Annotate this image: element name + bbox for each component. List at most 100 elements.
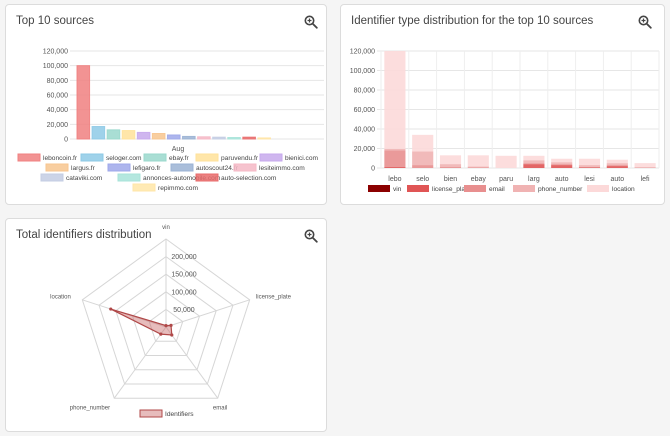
legend-swatch bbox=[17, 153, 41, 162]
radar-spoke bbox=[165, 326, 219, 399]
bar-segment bbox=[439, 164, 462, 168]
x-tick-label: lesi bbox=[584, 176, 595, 183]
legend-label: repimmo.com bbox=[158, 185, 198, 192]
r-tick-label: 200,000 bbox=[171, 254, 196, 261]
bar-segment bbox=[634, 163, 656, 168]
legend-swatch bbox=[80, 153, 104, 162]
bar-segment bbox=[523, 164, 545, 168]
r-tick-label: 100,000 bbox=[171, 289, 196, 296]
radar-spoke bbox=[165, 299, 250, 328]
legend-label: cataviki.com bbox=[66, 175, 103, 182]
bar bbox=[182, 135, 196, 140]
bar bbox=[76, 65, 91, 140]
legend-label: lesiteimmo.com bbox=[259, 165, 305, 172]
axis-label: license_plate bbox=[256, 295, 292, 301]
zoom-in-icon[interactable] bbox=[638, 15, 652, 29]
bar-segment bbox=[384, 150, 406, 168]
legend-label: location bbox=[612, 186, 635, 193]
legend-label: Identifiers bbox=[165, 411, 194, 418]
legend-swatch bbox=[40, 173, 64, 182]
legend-label: license_plate bbox=[432, 186, 471, 193]
bar bbox=[242, 136, 256, 140]
bar-segment bbox=[606, 163, 628, 166]
y-tick-label: 40,000 bbox=[47, 107, 69, 114]
x-tick-label: lebo bbox=[388, 176, 401, 183]
legend-label: paruvendu.fr bbox=[221, 155, 259, 162]
bar-segment bbox=[412, 151, 434, 166]
x-tick-label: bien bbox=[444, 176, 457, 183]
radar-point bbox=[164, 323, 168, 328]
radar-spoke bbox=[113, 326, 167, 399]
legend-swatch bbox=[233, 163, 257, 172]
card-title: Top 10 sources bbox=[16, 15, 94, 27]
legend-swatch bbox=[259, 153, 283, 162]
y-tick-label: 0 bbox=[371, 166, 375, 173]
legend-swatch bbox=[464, 185, 486, 192]
x-tick-label: auto bbox=[610, 176, 624, 183]
x-tick-label: auto bbox=[555, 176, 569, 183]
card-title: Total identifiers distribution bbox=[16, 229, 152, 241]
legend-label: email bbox=[489, 186, 505, 193]
bar-segment bbox=[551, 162, 573, 165]
x-tick-label: lefi bbox=[641, 176, 650, 183]
top-sources-card: Top 10 sources 0 20,000 40,000 60,000 80,000… bbox=[5, 4, 327, 205]
legend-swatch bbox=[195, 173, 219, 182]
x-tick-label: ebay bbox=[471, 176, 487, 183]
legend-label: ebay.fr bbox=[169, 155, 189, 162]
y-tick-label: 40,000 bbox=[354, 127, 376, 134]
bar bbox=[151, 133, 166, 140]
y-tick-label: 80,000 bbox=[47, 78, 69, 85]
legend-label: annonces-automobile.com bbox=[143, 175, 221, 182]
bar bbox=[257, 137, 272, 140]
y-tick-label: 60,000 bbox=[47, 93, 69, 100]
y-tick-label: 100,000 bbox=[350, 68, 375, 75]
bar-segment bbox=[578, 158, 601, 166]
legend-swatch bbox=[45, 163, 69, 172]
legend-swatch bbox=[513, 185, 535, 192]
legend-label: phone_number bbox=[538, 186, 583, 193]
bar-segment bbox=[551, 158, 573, 163]
legend-label: auto-selection.com bbox=[221, 175, 277, 182]
r-tick-label: 50,000 bbox=[173, 307, 195, 314]
bar bbox=[91, 126, 106, 140]
bar-segment bbox=[384, 167, 406, 168]
x-tick-label: larg bbox=[528, 176, 540, 183]
radar-grid-ring bbox=[131, 291, 201, 356]
bar-segment bbox=[412, 134, 434, 152]
bar bbox=[121, 130, 136, 140]
bar-segment bbox=[384, 148, 406, 151]
bar-segment bbox=[495, 155, 517, 168]
y-tick-label: 20,000 bbox=[47, 122, 69, 129]
y-tick-label: 100,000 bbox=[43, 63, 68, 70]
x-tick-label: paru bbox=[499, 176, 513, 183]
y-tick-label: 120,000 bbox=[350, 49, 375, 56]
bar-segment bbox=[551, 165, 573, 168]
legend-swatch bbox=[117, 173, 141, 182]
bar-segment bbox=[467, 166, 489, 168]
bar-segment bbox=[606, 166, 628, 168]
y-tick-label: 0 bbox=[64, 137, 68, 144]
axis-label: email bbox=[213, 405, 227, 411]
legend-swatch bbox=[368, 185, 390, 192]
radar-point bbox=[159, 332, 163, 336]
x-tick-label: Aug bbox=[172, 146, 185, 153]
bar-segment bbox=[439, 167, 462, 168]
legend-swatch bbox=[139, 409, 163, 418]
legend-label: vin bbox=[393, 186, 402, 193]
axis-label: phone_number bbox=[70, 405, 110, 411]
radar-point bbox=[170, 333, 174, 337]
legend-label: autoscout24.fr bbox=[196, 165, 239, 172]
radar-grid-ring bbox=[81, 238, 251, 399]
r-tick-label: 150,000 bbox=[171, 272, 196, 279]
zoom-in-icon[interactable] bbox=[304, 15, 318, 29]
zoom-in-icon[interactable] bbox=[304, 229, 318, 243]
legend-swatch bbox=[587, 185, 609, 192]
radar-grid-ring bbox=[115, 273, 217, 371]
legend-swatch bbox=[195, 153, 219, 162]
top-sources-chart: 0 20,000 40,000 60,000 80,000 100,000 120,000 A… bbox=[17, 49, 324, 192]
bar bbox=[197, 136, 211, 140]
legend-swatch bbox=[170, 163, 194, 172]
legend-label: largus.fr bbox=[71, 165, 96, 172]
bar-segment bbox=[634, 167, 656, 168]
